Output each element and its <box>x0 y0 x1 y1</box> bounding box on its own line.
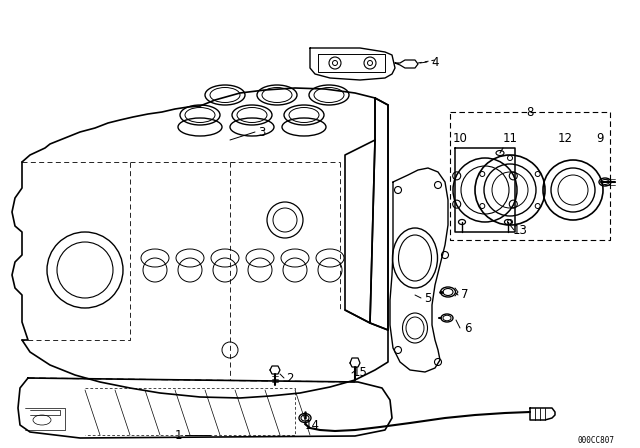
Text: 13: 13 <box>513 224 527 237</box>
Text: 11: 11 <box>502 132 518 145</box>
Text: 6: 6 <box>464 322 472 335</box>
Text: 5: 5 <box>424 292 432 305</box>
Text: 1: 1 <box>174 428 182 441</box>
Text: 12: 12 <box>557 132 573 145</box>
Text: 000CC807: 000CC807 <box>578 435 615 444</box>
Text: 2: 2 <box>286 371 294 384</box>
Text: 14: 14 <box>305 418 319 431</box>
Text: 10: 10 <box>452 132 467 145</box>
Text: 3: 3 <box>259 125 266 138</box>
Text: 7: 7 <box>461 289 468 302</box>
Text: 8: 8 <box>526 105 534 119</box>
Text: 15: 15 <box>353 366 367 379</box>
Text: 4: 4 <box>431 56 439 69</box>
Text: 9: 9 <box>596 132 604 145</box>
